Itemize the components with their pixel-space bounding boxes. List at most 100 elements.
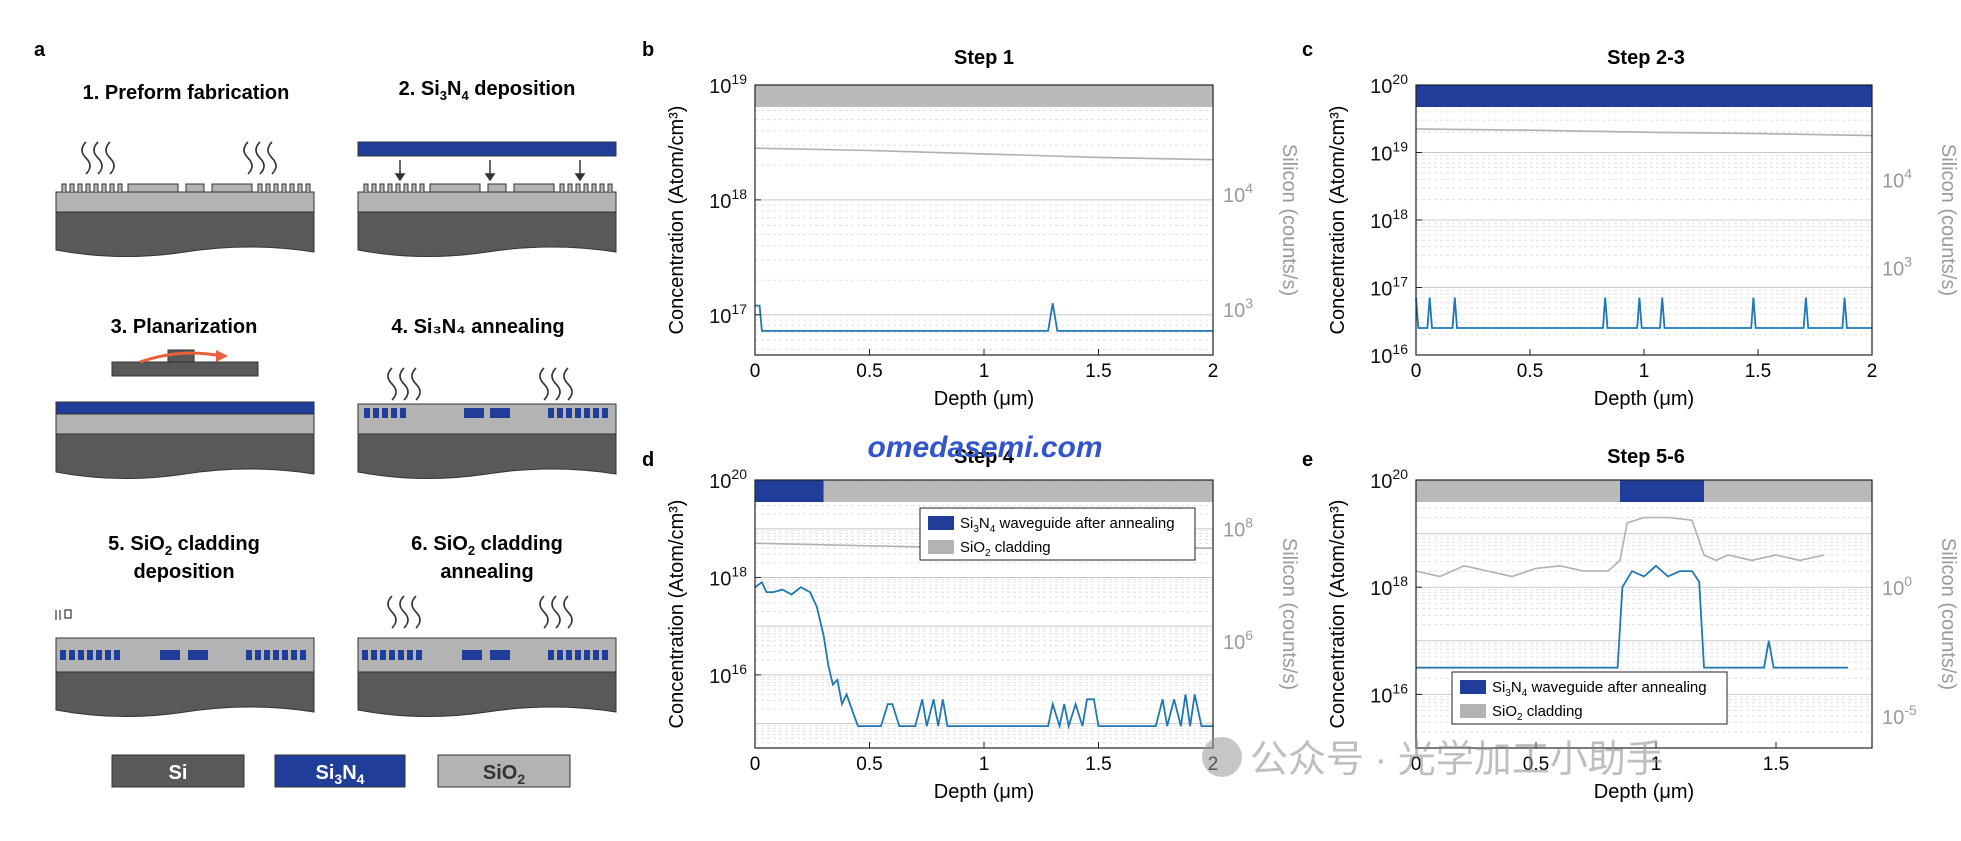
- x-tick-label: 0: [750, 754, 761, 775]
- legend-swatch-sio2: [928, 540, 954, 554]
- watermark-text: omedasemi.com: [867, 431, 1102, 464]
- material-band-sio2: [823, 480, 1213, 502]
- y-tick-label: 1018: [709, 563, 747, 590]
- material-band-sin: [1620, 480, 1704, 502]
- legend-label-sio2: SiO2 cladding: [1492, 703, 1583, 723]
- y-tick-label: 1016: [1370, 680, 1408, 707]
- x-tick-label: 2: [1867, 361, 1878, 382]
- y2-tick-label: 103: [1882, 253, 1912, 280]
- chart-title: Step 4: [954, 446, 1015, 468]
- x-axis-label: Depth (μm): [1594, 781, 1694, 803]
- y2-axis-label: Silicon (counts/s): [1278, 538, 1300, 690]
- step-2-illustration: [357, 141, 617, 258]
- y-axis-label: Concentration (Atom/cm³): [1327, 500, 1349, 729]
- legend-swatch-si3n4: [274, 754, 406, 788]
- x-tick-label: 1.5: [1745, 361, 1771, 382]
- x-tick-label: 0.5: [1523, 754, 1549, 775]
- x-tick-label: 0.5: [1517, 361, 1543, 382]
- concentration-series-line: [1416, 564, 1848, 669]
- x-tick-label: 0.5: [856, 361, 882, 382]
- concentration-series-line: [1415, 297, 1872, 329]
- y-tick-label: 1019: [709, 71, 747, 98]
- y-tick-label: 1020: [1370, 466, 1408, 493]
- materials-legend: Si Si3N4 SiO2: [111, 754, 571, 788]
- y2-tick-label: 106: [1223, 627, 1253, 654]
- silicon-series-line: [754, 147, 1214, 161]
- x-tick-label: 0.5: [856, 754, 882, 775]
- y-tick-label: 1018: [1370, 206, 1408, 233]
- legend-swatch-sin: [1460, 680, 1486, 694]
- y-axis-label: Concentration (Atom/cm³): [666, 106, 688, 335]
- legend-swatch-sio2: [1460, 704, 1486, 718]
- panel-letter-b: b: [642, 39, 654, 61]
- step-5-title-line2: deposition: [133, 561, 234, 583]
- y2-axis-label: Silicon (counts/s): [1937, 144, 1959, 296]
- panel-a: a 1. Preform fabrication 2. Si3N4 deposi…: [34, 39, 617, 788]
- y2-axis-label: Silicon (counts/s): [1937, 538, 1959, 690]
- y-tick-label: 1018: [709, 186, 747, 213]
- legend-label-sin: Si3N4 waveguide after annealing: [1492, 679, 1707, 699]
- y-axis-label: Concentration (Atom/cm³): [666, 500, 688, 729]
- step-1-title: 1. Preform fabrication: [83, 82, 290, 104]
- x-tick-label: 1.5: [1085, 754, 1111, 775]
- material-band-sin: [755, 480, 824, 502]
- x-tick-label: 1: [979, 754, 990, 775]
- chart-panel-b: b Step 1 0 0.5 1 1.5 2 Depth (μm) 1017 1018 1019 Co…: [642, 39, 1300, 410]
- step-2-title: 2. Si3N4 deposition: [399, 78, 576, 103]
- panel-letter-a: a: [34, 39, 46, 61]
- wechat-icon: [1202, 737, 1242, 777]
- chart-title: Step 1: [954, 47, 1014, 69]
- y2-axis-label: Silicon (counts/s): [1278, 144, 1300, 296]
- y-tick-label: 1018: [1370, 573, 1408, 600]
- legend-box: [919, 507, 1196, 561]
- step-6-title-line2: annealing: [440, 561, 533, 583]
- polish-arrow-icon: [139, 351, 223, 364]
- wechat-watermark: 公众号 · 光学加工小助手: [1202, 737, 1664, 781]
- x-tick-label: 0: [1411, 754, 1422, 775]
- plot-frame: [1415, 479, 1873, 749]
- y2-tick-label: 104: [1882, 166, 1912, 193]
- y-tick-label: 1020: [1370, 71, 1408, 98]
- concentration-series-line: [755, 303, 1213, 332]
- y-tick-label: 1019: [1370, 139, 1408, 166]
- panel-letter-e: e: [1302, 449, 1313, 471]
- step-6-title-line1: 6. SiO2 cladding: [411, 533, 563, 558]
- legend-swatch-si: [111, 754, 245, 788]
- heat-waves-icon: [387, 595, 573, 629]
- y2-tick-label: 100: [1882, 573, 1912, 600]
- material-band-sio2: [755, 85, 1213, 107]
- material-band-sin: [1416, 85, 1872, 107]
- x-tick-label: 0: [1411, 361, 1422, 382]
- legend-box: [1451, 671, 1728, 725]
- silicon-series-line: [1415, 516, 1825, 578]
- chart-panel-c: c Step 2-3 0 0.5 1 1.5 2 Depth (μm) 1016 1017 1018…: [1302, 39, 1959, 410]
- y-tick-label: 1017: [1370, 274, 1408, 301]
- step-3-illustration: [55, 349, 315, 480]
- silicon-series-line: [1415, 128, 1873, 137]
- step-4-illustration: [357, 367, 617, 480]
- heat-waves-icon: [387, 367, 573, 401]
- wechat-watermark-text: 公众号 · 光学加工小助手: [1250, 739, 1664, 781]
- chart-title: Step 2-3: [1607, 47, 1685, 69]
- y-tick-label: 1016: [1370, 341, 1408, 368]
- x-tick-label: 1: [1651, 754, 1662, 775]
- y2-tick-label: 10-5: [1882, 702, 1917, 729]
- x-axis-label: Depth (μm): [934, 781, 1034, 803]
- x-axis-label: Depth (μm): [934, 388, 1034, 410]
- y2-tick-label: 104: [1223, 180, 1253, 207]
- y-axis-label: Concentration (Atom/cm³): [1327, 106, 1349, 335]
- y2-tick-label: 103: [1223, 295, 1253, 322]
- y2-tick-label: 108: [1223, 515, 1253, 542]
- x-axis-label: Depth (μm): [1594, 388, 1694, 410]
- legend-swatch-sio2: [437, 754, 571, 788]
- step-3-title: 3. Planarization: [111, 316, 258, 338]
- material-band-sio2: [1416, 480, 1620, 502]
- step-6-illustration: [357, 595, 617, 718]
- step-5-title-line1: 5. SiO2 cladding: [108, 533, 260, 558]
- step-1-illustration: [55, 141, 315, 258]
- x-tick-label: 1.5: [1085, 361, 1111, 382]
- x-tick-label: 1: [1639, 361, 1650, 382]
- x-tick-label: 1: [979, 361, 990, 382]
- legend-label-si3n4: Si3N4: [316, 762, 365, 787]
